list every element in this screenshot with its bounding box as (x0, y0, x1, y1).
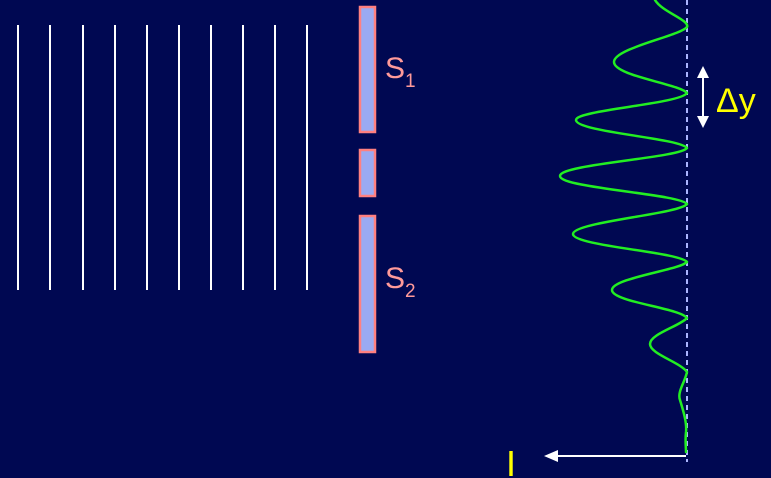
barrier-middle-segment (358, 148, 377, 198)
barrier-top-segment (358, 5, 377, 134)
intensity-label: I (506, 443, 516, 478)
incoming-wavefronts (17, 25, 308, 290)
slit-2-subscript: 2 (405, 281, 416, 302)
intensity-axis-arrow (544, 450, 686, 462)
slit-1-letter: S (385, 52, 405, 85)
fringe-spacing-arrow (697, 66, 709, 128)
slit-2-letter: S (385, 262, 405, 295)
slit-2-label: S2 (385, 262, 416, 302)
barrier-bottom-segment (358, 214, 377, 354)
slit-barrier (358, 5, 377, 354)
intensity-curve (558, 0, 689, 454)
fringe-spacing-label: Δy (716, 82, 756, 120)
slit-1-label: S1 (385, 52, 416, 92)
slit-1-subscript: 1 (405, 71, 416, 92)
